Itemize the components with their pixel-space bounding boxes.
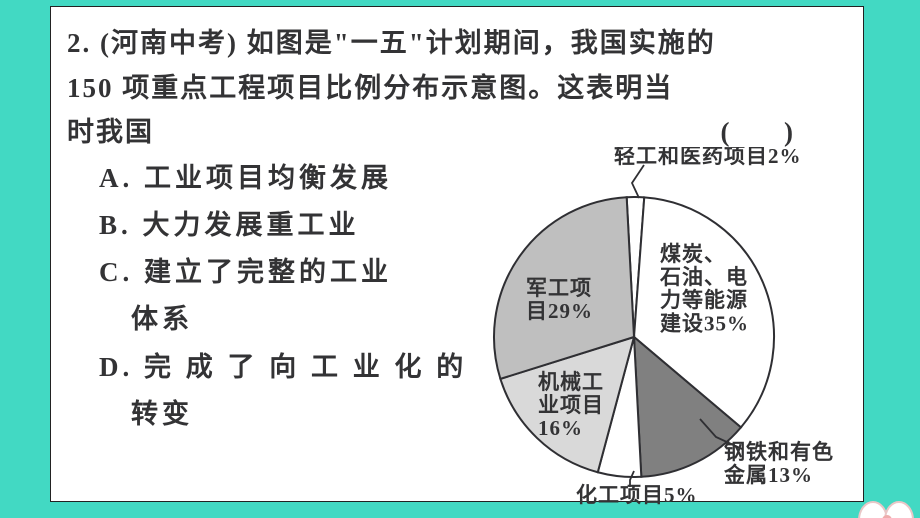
paren-open: ( xyxy=(721,117,732,147)
paren-close: ) xyxy=(784,117,795,147)
pie-label-light_med: 轻工和医药项目2% xyxy=(614,147,802,168)
stem-line-3: 时我国 xyxy=(67,110,154,155)
question-card: 2. (河南中考) 如图是"一五"计划期间，我国实施的 150 项重点工程项目比… xyxy=(50,6,864,502)
leader-line-light_med xyxy=(632,165,644,198)
stem-line-1: 如图是"一五"计划期间，我国实施的 xyxy=(247,28,716,58)
pie-chart: 轻工和医药项目2%煤炭、石油、电力等能源建设35%钢铁和有色金属13%化工项目5… xyxy=(434,147,834,507)
pie-label-chemical: 化工项目5% xyxy=(576,483,698,507)
pie-label-steel: 钢铁和有色金属13% xyxy=(723,440,834,487)
pie-label-military: 军工项目29% xyxy=(526,276,593,323)
stem-line-2: 150 项重点工程项目比例分布示意图。这表明当 xyxy=(67,73,673,103)
question-number: 2. xyxy=(67,28,91,58)
question-source: (河南中考) xyxy=(100,28,238,58)
decoration-icon xyxy=(857,490,917,518)
question-stem: 2. (河南中考) 如图是"一五"计划期间，我国实施的 150 项重点工程项目比… xyxy=(51,7,863,155)
